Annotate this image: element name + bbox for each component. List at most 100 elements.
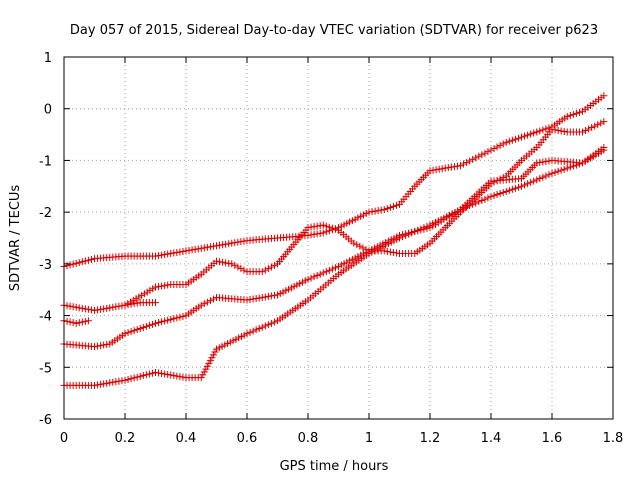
data-point (161, 251, 169, 259)
data-point (255, 294, 263, 302)
data-point (152, 319, 159, 327)
data-point (588, 124, 596, 132)
data-point (505, 186, 513, 194)
data-point (557, 166, 565, 174)
data-point (216, 241, 224, 249)
data-point (173, 372, 181, 380)
data-point (496, 141, 504, 149)
data-point (206, 243, 214, 251)
data-point (243, 296, 251, 304)
data-point (575, 160, 583, 168)
data-point (383, 205, 391, 213)
data-point (432, 166, 440, 174)
data-point (173, 248, 181, 256)
data-point (109, 303, 117, 311)
data-point (328, 265, 336, 273)
data-point (148, 320, 156, 328)
data-point (304, 275, 312, 283)
data-point (551, 126, 559, 134)
data-point (551, 168, 559, 176)
data-point (499, 140, 507, 148)
data-point (511, 135, 519, 143)
data-point (399, 233, 407, 241)
data-point (222, 259, 230, 267)
data-point (597, 119, 605, 127)
data-point (310, 230, 318, 238)
data-point (585, 125, 593, 133)
data-point (155, 252, 163, 260)
data-point (475, 152, 483, 160)
data-point (155, 319, 163, 327)
data-point (487, 193, 495, 201)
data-point (66, 261, 74, 269)
y-axis-label: SDTVAR / TECUs (8, 185, 23, 292)
data-point (441, 164, 449, 172)
data-point (112, 303, 120, 311)
data-point (325, 223, 333, 231)
data-point (219, 241, 227, 249)
data-point (557, 127, 565, 135)
data-point (258, 293, 266, 301)
data-point (371, 207, 379, 215)
data-point (368, 208, 376, 216)
data-point (536, 127, 544, 135)
data-point (304, 224, 312, 232)
data-point (213, 257, 220, 265)
data-point (72, 319, 80, 327)
data-point (103, 341, 111, 349)
data-point (237, 265, 245, 273)
data-point (518, 182, 525, 190)
data-point (249, 295, 257, 303)
data-point (569, 162, 577, 170)
data-point (103, 379, 111, 387)
data-point (243, 330, 251, 338)
data-point (121, 376, 129, 384)
data-point (530, 129, 538, 137)
data-point (542, 172, 550, 180)
data-point (203, 362, 211, 370)
data-point (490, 145, 498, 153)
data-point (539, 126, 547, 134)
data-point (249, 327, 257, 335)
data-point (487, 146, 495, 154)
data-point (100, 305, 108, 313)
data-point (319, 229, 327, 237)
data-point (542, 157, 550, 165)
data-point (124, 329, 132, 337)
data-point (69, 260, 77, 268)
data-point (435, 165, 443, 173)
data-point (228, 239, 236, 247)
data-point (81, 317, 89, 325)
data-point (148, 369, 156, 377)
data-point (484, 148, 492, 156)
data-point (457, 206, 464, 214)
data-point (313, 230, 321, 238)
data-point (359, 244, 367, 252)
data-point (109, 378, 117, 386)
data-point (490, 192, 498, 200)
data-point (170, 249, 178, 257)
x-tick-label: 1.4 (481, 431, 502, 446)
data-point (255, 325, 263, 332)
data-point (84, 305, 92, 313)
data-point (453, 162, 461, 170)
data-point (386, 248, 394, 256)
data-points (60, 92, 608, 389)
data-point (505, 137, 513, 145)
data-point (139, 372, 147, 380)
data-point (267, 319, 275, 327)
data-point (386, 203, 394, 211)
data-point (87, 306, 95, 314)
data-point (225, 259, 233, 267)
data-point (197, 301, 205, 309)
data-point (145, 321, 153, 329)
data-point (94, 381, 102, 389)
data-point (200, 368, 208, 376)
data-point (72, 303, 80, 311)
data-point (331, 264, 339, 272)
data-point (426, 167, 434, 175)
data-point (87, 255, 95, 263)
x-tick-label: 1.8 (603, 431, 624, 446)
data-point (463, 203, 471, 211)
